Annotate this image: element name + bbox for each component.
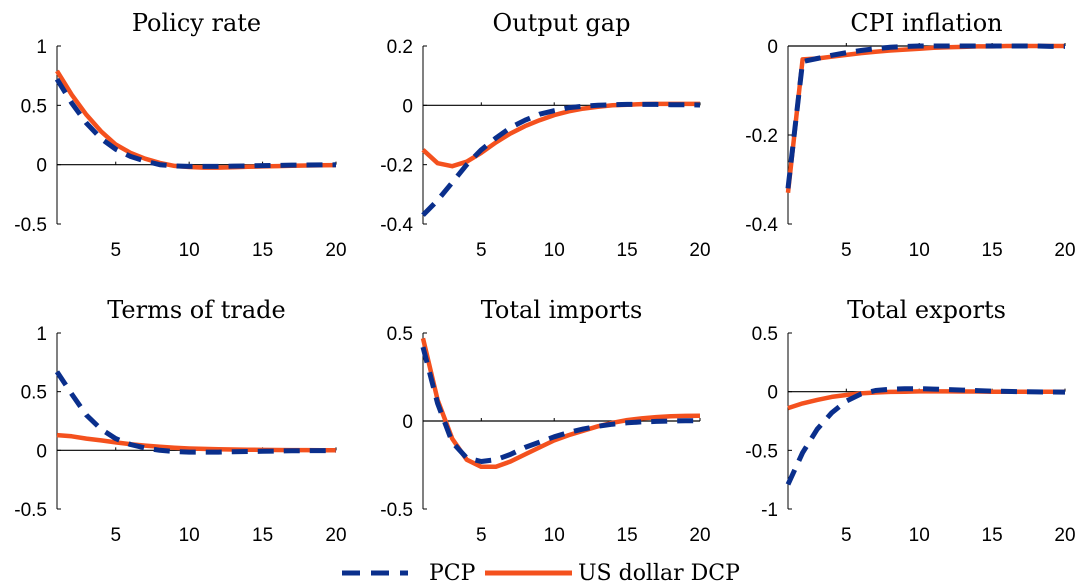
y-tick-label: 1 (36, 37, 47, 58)
y-tick-label: -0.2 (745, 126, 778, 147)
legend-label-dcp: US dollar DCP (578, 561, 740, 582)
series-line-us-dollar-dcp (56, 432, 336, 453)
y-tick-label: 0 (767, 37, 778, 58)
series-line-us-dollar-dcp (420, 337, 701, 470)
y-tick-label: 1 (36, 324, 47, 345)
x-tick-label: 10 (179, 240, 200, 261)
legend: PCP US dollar DCP (342, 561, 740, 582)
y-tick-label: -0.5 (14, 500, 47, 521)
y-tick-label: 0 (402, 96, 413, 117)
y-tick-label: -0.2 (380, 156, 413, 177)
y-tick-label: -0.5 (380, 500, 413, 521)
x-tick-label: 5 (476, 525, 487, 546)
x-tick-label: 5 (841, 525, 852, 546)
x-tick-label: 20 (325, 240, 346, 261)
panel-title: CPI inflation (850, 9, 1002, 37)
y-tick-label: -0.4 (745, 215, 778, 236)
x-tick-label: 15 (252, 525, 273, 546)
series-line-pcp (785, 386, 1066, 486)
x-tick-label: 5 (110, 240, 121, 261)
x-tick-label: 10 (909, 240, 930, 261)
series-line-us-dollar-dcp (787, 389, 1065, 411)
x-tick-label: 20 (689, 240, 710, 261)
legend-label-pcp: PCP (429, 561, 476, 582)
y-tick-label: 0.5 (21, 96, 47, 117)
x-tick-label: 10 (544, 525, 565, 546)
y-tick-label: 0.2 (387, 37, 413, 58)
x-tick-label: 15 (982, 525, 1003, 546)
x-tick-label: 10 (909, 525, 930, 546)
y-tick-label: -0.4 (380, 215, 413, 236)
series-line-us-dollar-dcp (55, 69, 337, 170)
x-tick-label: 10 (544, 240, 565, 261)
series-line-us-dollar-dcp (421, 101, 700, 169)
series-line-pcp (54, 77, 337, 169)
y-tick-label: 0 (36, 156, 47, 177)
panel-cpi-inflation: CPI inflation -0.4 -0.2 0 5 10 15 20 (745, 9, 1075, 261)
x-tick-label: 15 (617, 240, 638, 261)
panel-title: Total exports (847, 296, 1006, 324)
x-tick-label: 20 (1054, 525, 1075, 546)
panel-total-exports: Total exports -1 -0.5 0 0.5 5 10 15 20 (745, 296, 1075, 546)
series-line-pcp (420, 346, 700, 464)
y-tick-label: 0 (767, 383, 778, 404)
series-line-us-dollar-dcp (785, 43, 1065, 194)
y-tick-label: 0.5 (387, 324, 413, 345)
y-tick-label: 0.5 (21, 383, 47, 404)
panel-terms-of-trade: Terms of trade-0.500.515 10 15 20 (14, 296, 346, 546)
y-tick-label: 0 (36, 441, 47, 462)
y-tick-label: -1 (761, 500, 778, 521)
x-tick-label: 20 (1054, 240, 1075, 261)
x-tick-label: 20 (689, 525, 710, 546)
panel-policy-rate: Policy rate-0.500.515 10 15 20 (14, 9, 346, 261)
x-tick-label: 5 (110, 525, 121, 546)
x-tick-label: 20 (325, 525, 346, 546)
x-tick-label: 5 (476, 240, 487, 261)
series-line-pcp (54, 370, 337, 455)
x-tick-label: 5 (841, 240, 852, 261)
x-tick-label: 15 (252, 240, 273, 261)
panel-title: Output gap (493, 9, 631, 37)
panel-total-imports: Total imports -0.5 0 0.5 5 10 15 20 (380, 296, 710, 546)
y-tick-label: 0 (402, 412, 413, 433)
series-line-pcp (785, 43, 1065, 189)
y-tick-label: -0.5 (745, 441, 778, 462)
x-tick-label: 15 (982, 240, 1003, 261)
panel-output-gap: Output gap -0.4 -0.2 0 0.2 5 10 15 20 (380, 9, 710, 261)
panel-title: Total imports (481, 296, 643, 324)
panel-title: Policy rate (132, 9, 261, 37)
y-tick-label: -0.5 (14, 215, 47, 236)
panel-title: Terms of trade (107, 296, 285, 324)
y-tick-label: 0.5 (752, 324, 778, 345)
series-line-pcp (421, 101, 701, 217)
x-tick-label: 15 (617, 525, 638, 546)
x-tick-label: 10 (179, 525, 200, 546)
